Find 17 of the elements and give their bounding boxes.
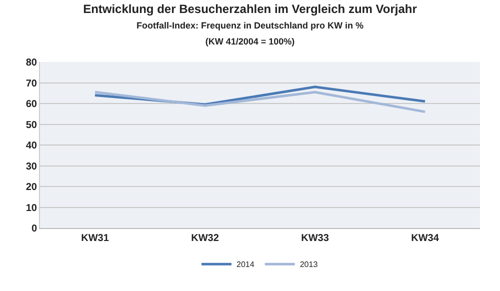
y-tick-label: 40 xyxy=(26,140,38,152)
y-tick-label: 20 xyxy=(26,182,38,193)
y-tick-label: 60 xyxy=(26,99,38,110)
y-tick-label: 0 xyxy=(31,224,38,234)
x-tick-label: KW33 xyxy=(301,233,330,244)
y-tick-label: 70 xyxy=(26,78,38,90)
x-tick-label: KW31 xyxy=(81,233,110,244)
legend-label: 2014 xyxy=(236,260,255,270)
y-tick-label: 30 xyxy=(26,161,38,172)
y-tick-label: 50 xyxy=(26,120,38,131)
y-tick-label: 10 xyxy=(26,202,38,214)
chart-title: Entwicklung der Besucherzahlen im Vergleich zum Vorjahr xyxy=(83,2,418,16)
legend-label: 2013 xyxy=(300,260,318,270)
x-tick-label: KW34 xyxy=(411,233,440,244)
y-tick-label: 80 xyxy=(26,58,38,68)
x-tick-label: KW32 xyxy=(191,233,220,244)
chart-subtitle: Footfall-Index: Frequenz in Deutschland pro KW in % (KW 41/2004 = 100%) xyxy=(136,20,364,46)
